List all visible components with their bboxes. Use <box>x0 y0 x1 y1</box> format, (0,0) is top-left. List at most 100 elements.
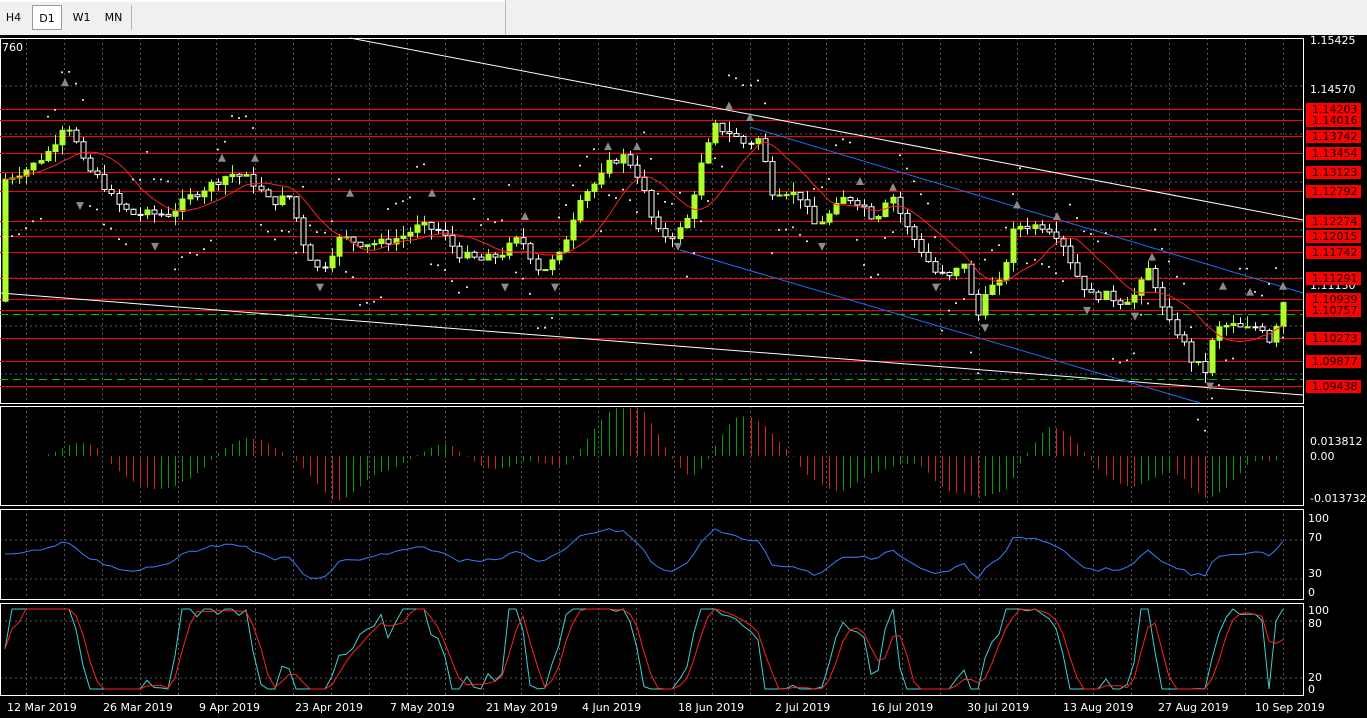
candle-body <box>669 236 676 240</box>
psar-dot <box>1246 267 1248 270</box>
candle-body <box>222 176 229 186</box>
psar-dot <box>1119 361 1121 364</box>
fractal-arrow <box>746 113 754 122</box>
psar-dot <box>1254 290 1256 293</box>
fractal-arrow <box>346 188 354 197</box>
psar-dot <box>551 316 553 319</box>
candle-body <box>464 251 471 259</box>
psar-dot <box>1261 294 1263 297</box>
psar-dot <box>764 102 766 105</box>
candle-body <box>385 238 392 245</box>
psar-dot <box>1147 302 1149 305</box>
candle-body <box>165 213 172 217</box>
candle-body <box>1166 306 1173 321</box>
candle-body <box>712 122 719 144</box>
candle-body <box>258 185 265 191</box>
toolbar-separator <box>131 5 132 30</box>
candle-body <box>101 174 108 191</box>
psar-dot <box>650 157 652 160</box>
trendlines <box>0 37 1304 404</box>
candle-body <box>570 219 577 241</box>
candle-body <box>797 191 804 201</box>
psar-dot <box>813 187 815 190</box>
fractal-arrow <box>551 283 559 292</box>
candle-body <box>1195 360 1202 363</box>
candle-body <box>513 237 520 244</box>
candle-body <box>961 263 968 269</box>
psar-dot <box>210 239 212 242</box>
candle-body <box>1117 300 1124 305</box>
candle-body <box>549 259 556 271</box>
psar-dot <box>572 184 574 187</box>
psar-dot <box>906 167 908 170</box>
toolbar-highlight <box>0 0 505 2</box>
price-level-box <box>1306 246 1361 259</box>
tab-h4[interactable]: H4 <box>5 11 22 24</box>
candle-body <box>882 202 889 217</box>
psar-dot <box>380 296 382 299</box>
psar-dot <box>679 191 681 194</box>
tab-mn[interactable]: MN <box>104 11 123 24</box>
candle-body <box>279 195 286 206</box>
macd-scale-bottom: -0.013732 <box>1310 492 1366 505</box>
price-level-box <box>1306 166 1361 179</box>
psar-dot <box>565 204 567 207</box>
candle-body <box>243 174 250 177</box>
psar-dot <box>856 238 858 241</box>
candle-body <box>414 224 421 233</box>
date-label: 30 Jul 2019 <box>967 701 1029 714</box>
psar-dot <box>522 277 524 280</box>
psar-dot <box>1218 384 1220 387</box>
psar-dot <box>1062 280 1064 283</box>
candle-body <box>300 217 307 246</box>
moving-average <box>4 141 1284 343</box>
candle-body <box>130 208 137 215</box>
candle-body <box>208 181 215 192</box>
candle-body <box>932 261 939 273</box>
stochastic-lines <box>4 608 1284 690</box>
psar-dot <box>1133 352 1135 355</box>
fractal-arrow <box>604 142 612 151</box>
candle-body <box>108 189 115 195</box>
psar-dot <box>622 188 624 191</box>
tab-w1[interactable]: W1 <box>72 11 91 24</box>
psar-dot <box>54 108 56 111</box>
candle-body <box>357 241 364 248</box>
candle-body <box>137 213 144 216</box>
psar-dot <box>615 196 617 199</box>
psar-dot <box>1140 313 1142 316</box>
parabolic-sar <box>4 70 1284 432</box>
candlesticks <box>2 119 1287 383</box>
candle-body <box>627 154 634 166</box>
candle-body <box>1174 319 1181 336</box>
date-label: 2 Jul 2019 <box>775 701 830 714</box>
candle-body <box>38 160 45 164</box>
candle-body <box>1259 326 1266 332</box>
psar-dot <box>281 229 283 232</box>
candle-body <box>1074 262 1081 277</box>
candle-body <box>890 196 897 204</box>
candle-body <box>73 129 80 143</box>
psar-dot <box>4 236 6 239</box>
psar-dot <box>316 231 318 234</box>
price-chart-area[interactable]: 760 1.15425 1.14570 1.11130 1.142031.140… <box>0 35 1367 718</box>
psar-dot <box>103 223 105 226</box>
psar-dot <box>799 233 801 236</box>
fractal-arrow <box>1131 312 1139 321</box>
psar-dot <box>153 178 155 181</box>
candle-body <box>968 263 975 295</box>
psar-dot <box>742 84 744 87</box>
candle-body <box>705 142 712 164</box>
price-level-box <box>1306 215 1361 228</box>
candle-body <box>584 191 591 202</box>
psar-dot <box>338 178 340 181</box>
date-label: 4 Jun 2019 <box>582 701 641 714</box>
candle-body <box>606 159 613 174</box>
tab-d1[interactable]: D1 <box>32 5 62 30</box>
fractal-arrow <box>76 202 84 211</box>
price-level-box <box>1306 147 1361 160</box>
candle-body <box>613 159 620 164</box>
fractal-arrow <box>61 78 69 87</box>
candle-body <box>975 293 982 316</box>
psar-dot <box>274 238 276 241</box>
